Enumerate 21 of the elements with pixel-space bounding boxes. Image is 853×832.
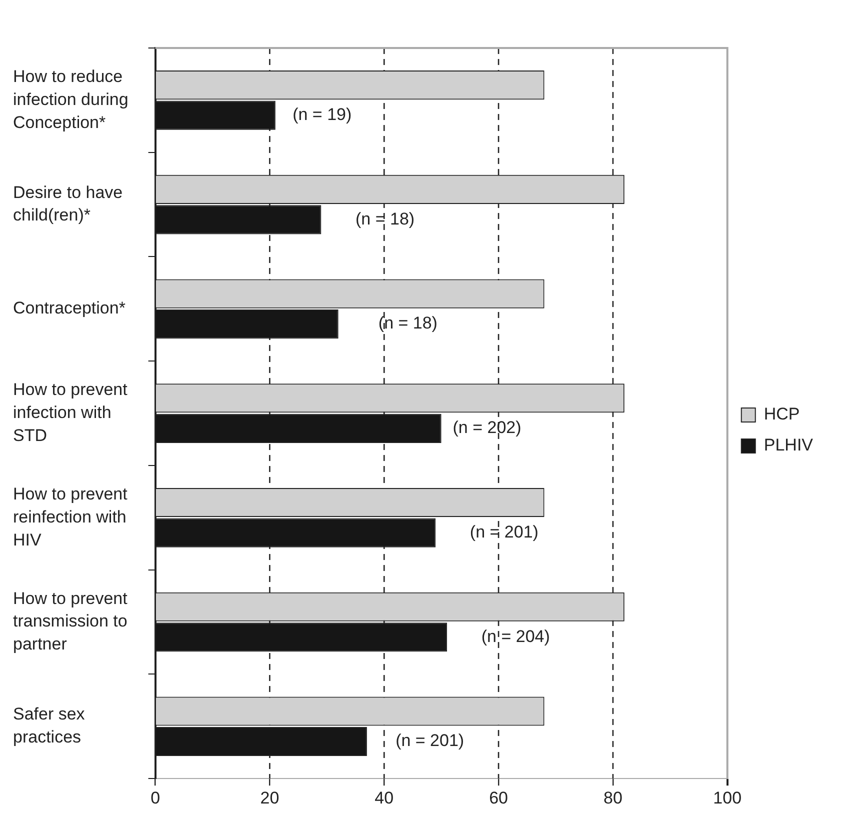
annotation: (n = 18): [378, 314, 438, 333]
y-tick-label: Contraception*: [13, 298, 126, 318]
y-tick-label: How to prevent infection with STD: [13, 380, 128, 445]
annotation: (n = 19): [292, 105, 352, 124]
legend-label: PLHIV: [764, 436, 814, 455]
y-tick-label: Safer sex practices: [13, 704, 86, 747]
annotation: (n = 204): [481, 626, 550, 646]
x-tick-label: 40: [374, 788, 394, 808]
annotation: (n = 202): [452, 418, 522, 438]
x-tick-label: 100: [713, 788, 742, 808]
x-tick-label: 0: [150, 788, 160, 808]
y-tick-label: How to prevent reinfection with HIV: [13, 484, 128, 550]
x-tick-label: 60: [489, 788, 508, 808]
x-tick-label: 20: [260, 788, 280, 808]
x-tick-label: 80: [603, 788, 622, 808]
annotation: (n = 201): [396, 731, 464, 750]
annotation: (n = 201): [470, 522, 538, 542]
legend-label: HCP: [764, 404, 800, 424]
y-tick-label: Desire to have child(ren)*: [13, 182, 123, 225]
y-tick-label: How to prevent transmission to partner: [13, 588, 128, 654]
y-tick-label: How to reduce infection during Conception*: [13, 66, 128, 132]
